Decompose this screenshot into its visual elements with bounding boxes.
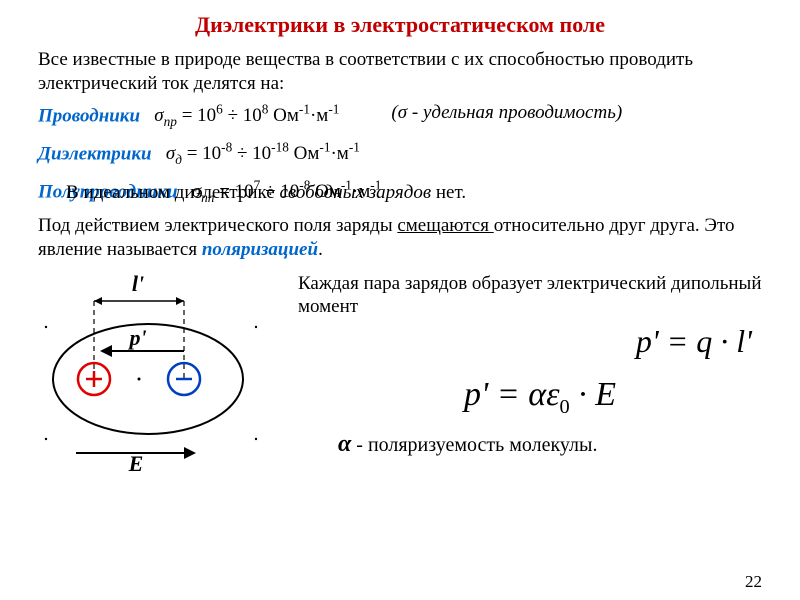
sigma-note: (σ - удельная проводимость) [391, 102, 622, 130]
page-number: 22 [745, 572, 762, 592]
svg-text:l': l' [132, 271, 144, 296]
intro-text: Все известные в природе вещества в соотв… [38, 48, 762, 96]
pair-text: Каждая пара зарядов образует электрическ… [298, 273, 762, 319]
dipole-diagram: l' p' [38, 271, 278, 471]
ideal-line: В идеальном диэлектрике свободных зарядо… [66, 182, 466, 204]
formula-main: p' = αε0 · E [318, 376, 762, 419]
svg-text:E: E [128, 451, 144, 471]
semicond-overlap: Полупроводники σпп = 107 ÷ 10-8 Ом-1·м-1… [38, 178, 762, 204]
conductors-label: Проводники [38, 105, 140, 126]
conductors-formula: σпр = 106 ÷ 108 Ом-1·м-1 [154, 105, 339, 126]
conductors-row: Проводники σпр = 106 ÷ 108 Ом-1·м-1 (σ -… [38, 102, 762, 130]
dielectrics-label: Диэлектрики [38, 143, 152, 164]
dielectrics-row: Диэлектрики σд = 10-8 ÷ 10-18 Ом-1·м-1 [38, 140, 762, 168]
dielectrics-formula: σд = 10-8 ÷ 10-18 Ом-1·м-1 [166, 143, 360, 164]
page-title: Диэлектрики в электростатическом поле [38, 12, 762, 38]
polarization-text: Под действием электрического поля заряды… [38, 214, 762, 262]
formula-pql: p' = q · l' [298, 323, 762, 360]
alpha-note: α - поляризуемость молекулы. [298, 431, 762, 458]
svg-text:p': p' [127, 325, 146, 350]
